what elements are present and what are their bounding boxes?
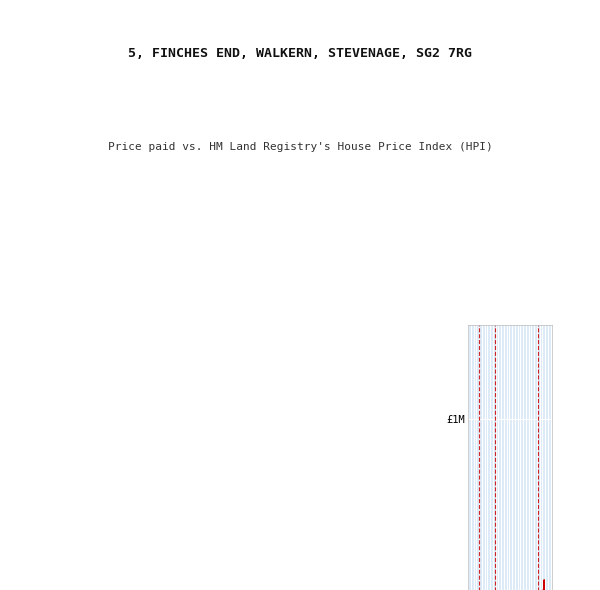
Text: 5, FINCHES END, WALKERN, STEVENAGE, SG2 7RG: 5, FINCHES END, WALKERN, STEVENAGE, SG2 … — [128, 47, 472, 60]
Text: Price paid vs. HM Land Registry's House Price Index (HPI): Price paid vs. HM Land Registry's House … — [107, 142, 493, 152]
